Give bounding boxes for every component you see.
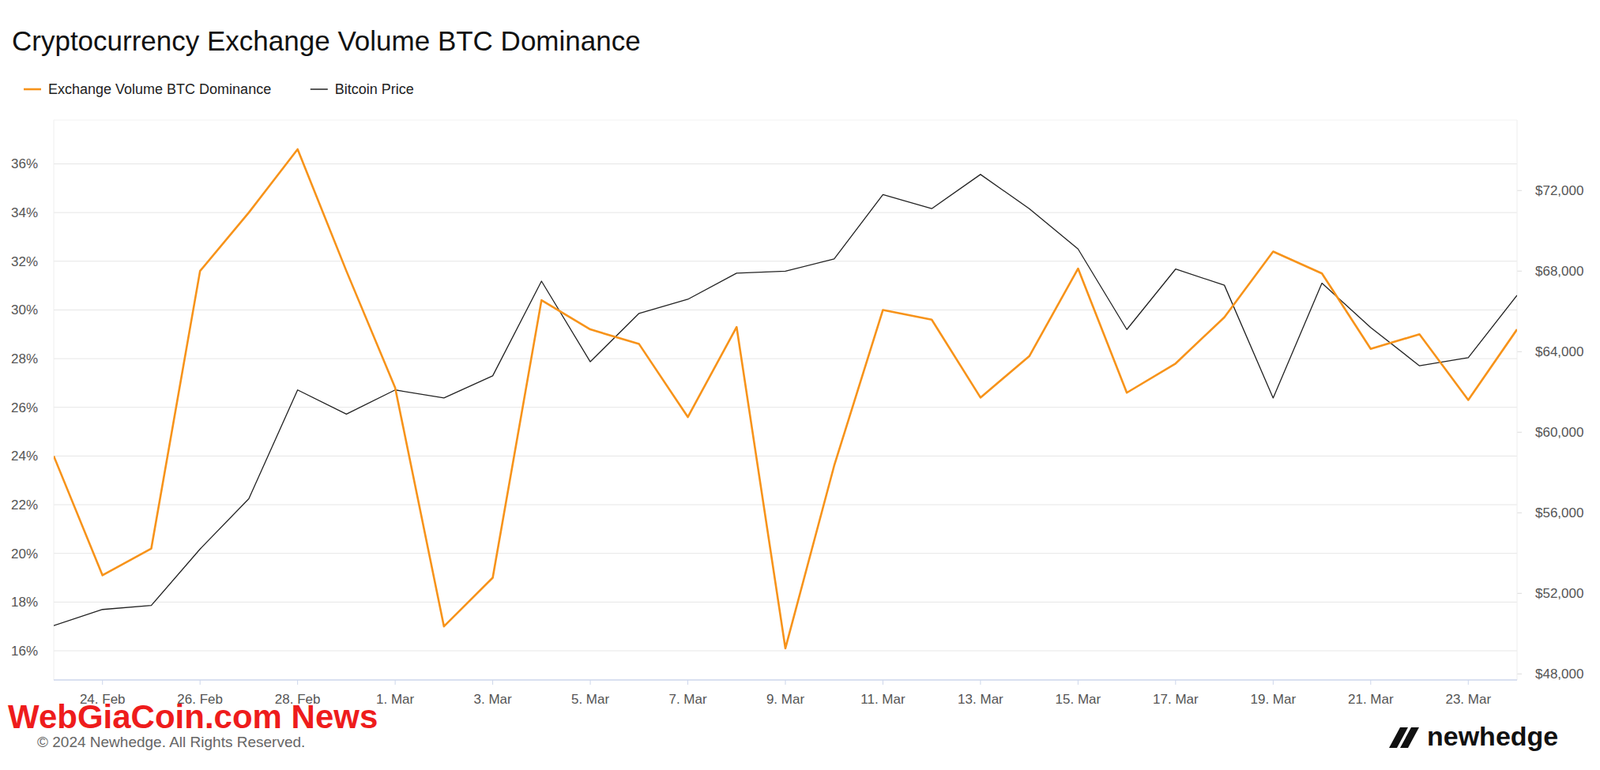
x-tick-label: 15. Mar <box>1055 692 1102 708</box>
grid-line <box>53 212 1518 214</box>
logo-icon <box>1389 727 1420 749</box>
y2-tick-label: $64,000 <box>1535 344 1584 360</box>
legend-swatch <box>310 88 328 91</box>
x-tick <box>687 680 689 686</box>
x-tick-label: 3. Mar <box>474 692 513 708</box>
chart-root: Cryptocurrency Exchange Volume BTC Domin… <box>0 0 1600 770</box>
x-tick-label: 5. Mar <box>571 692 610 708</box>
grid-line <box>53 455 1518 457</box>
chart: Cryptocurrency Exchange Volume BTC Domin… <box>0 0 1600 770</box>
grid-line <box>53 651 1518 652</box>
grid-line <box>53 309 1518 311</box>
y2-tick <box>1517 512 1522 514</box>
y2-tick <box>1517 432 1522 433</box>
logo-text: newhedge <box>1426 721 1559 752</box>
y-tick-label: 16% <box>11 643 38 659</box>
y2-tick <box>1517 673 1522 675</box>
y2-tick-label: $60,000 <box>1535 425 1584 441</box>
plot-area <box>53 149 1518 649</box>
series-line <box>53 174 1518 626</box>
x-tick-label: 1. Mar <box>376 692 415 708</box>
x-tick <box>101 680 103 686</box>
x-tick <box>979 680 981 686</box>
legend-label: Bitcoin Price <box>335 81 415 98</box>
y-tick-label: 26% <box>11 400 38 416</box>
y2-tick <box>1517 593 1522 595</box>
x-tick <box>1077 680 1079 686</box>
y-tick-label: 28% <box>11 351 38 367</box>
plot-top-line <box>53 120 1518 121</box>
y-tick-label: 24% <box>11 448 38 464</box>
grid-line <box>53 504 1518 506</box>
y-tick-label: 36% <box>11 156 38 172</box>
x-tick-label: 23. Mar <box>1445 692 1491 708</box>
y-tick-label: 20% <box>11 546 38 562</box>
title: Cryptocurrency Exchange Volume BTC Domin… <box>11 25 641 57</box>
y2-tick-label: $52,000 <box>1535 586 1584 602</box>
y-tick-label: 34% <box>11 205 38 221</box>
x-tick <box>1468 680 1469 686</box>
x-tick <box>1272 680 1274 686</box>
x-tick <box>199 680 201 686</box>
y-tick-label: 18% <box>11 594 38 610</box>
x-tick-label: 21. Mar <box>1347 692 1394 708</box>
y-tick-label: 22% <box>11 497 38 513</box>
legend-label: Exchange Volume BTC Dominance <box>48 81 272 98</box>
y2-tick <box>1517 351 1522 353</box>
x-tick <box>492 680 494 686</box>
y-tick-label: 32% <box>11 254 38 270</box>
grid-line <box>53 358 1518 360</box>
y2-tick-label: $48,000 <box>1535 666 1584 682</box>
copyright: © 2024 Newhedge. All Rights Reserved. <box>37 734 305 751</box>
y2-tick-label: $72,000 <box>1535 183 1584 199</box>
x-tick <box>882 680 884 686</box>
y2-tick-label: $68,000 <box>1535 263 1584 279</box>
y-tick-label: 30% <box>11 302 38 318</box>
y2-tick <box>1517 271 1522 272</box>
x-tick <box>785 680 787 686</box>
x-tick <box>1370 680 1371 686</box>
grid-line <box>53 163 1518 165</box>
grid-line <box>53 602 1518 603</box>
y2-tick-label: $56,000 <box>1535 505 1584 521</box>
x-tick-label: 19. Mar <box>1250 692 1297 708</box>
x-tick <box>297 680 298 686</box>
x-tick-label: 11. Mar <box>860 692 906 708</box>
grid-line <box>53 553 1518 554</box>
y2-axis-line <box>1517 120 1518 681</box>
x-tick <box>395 680 396 686</box>
legend-swatch <box>23 88 42 91</box>
series-line <box>53 149 1518 649</box>
x-tick-label: 13. Mar <box>957 692 1004 708</box>
watermark: WebGiaCoin.com News <box>7 698 378 736</box>
x-tick <box>1174 680 1176 686</box>
x-tick-label: 9. Mar <box>766 692 806 708</box>
y-axis-line <box>53 120 55 681</box>
x-tick-label: 17. Mar <box>1152 692 1199 708</box>
y2-tick <box>1517 190 1522 192</box>
x-tick-label: 7. Mar <box>668 692 708 708</box>
x-tick <box>590 680 592 686</box>
grid-line <box>53 406 1518 408</box>
